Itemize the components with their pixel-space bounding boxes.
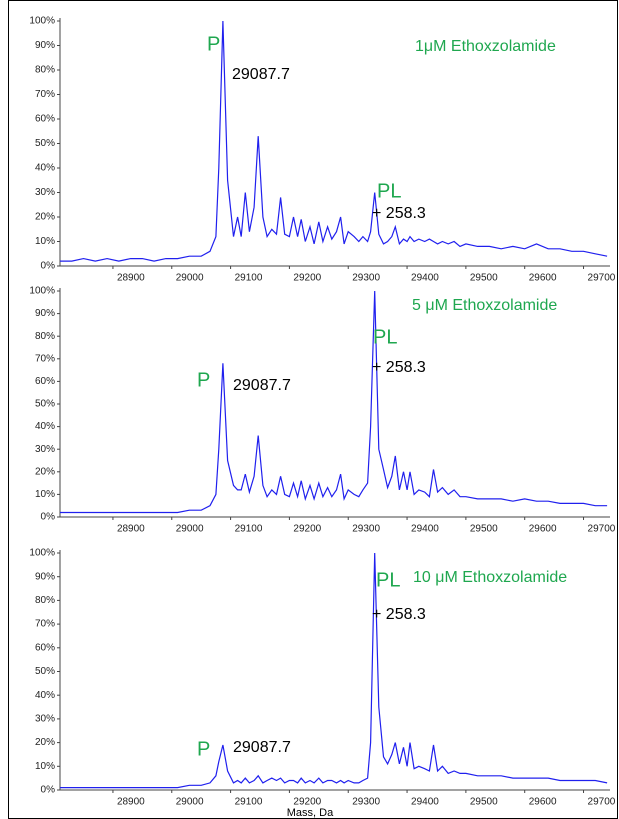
x-tick-label: 28900 — [117, 797, 145, 808]
y-tick-label: 30% — [35, 187, 55, 198]
spectrum-line — [60, 552, 608, 789]
y-tick-label: 40% — [35, 690, 55, 701]
y-tick-label: 100% — [29, 548, 55, 559]
x-tick-label: 29300 — [352, 797, 380, 808]
annotation: 5 μM Ethoxzolamide — [412, 297, 557, 314]
y-tick-label: 0% — [41, 785, 56, 796]
y-tick-label: 0% — [41, 512, 56, 523]
y-tick-label: 30% — [35, 714, 55, 725]
x-tick-label: 29700 — [588, 273, 616, 284]
y-tick-label: 30% — [35, 444, 55, 455]
y-tick-label: 10% — [35, 236, 55, 247]
y-tick-label: 70% — [35, 89, 55, 100]
y-tick-label: 50% — [35, 666, 55, 677]
annotation: + 258.3 — [372, 606, 426, 623]
x-tick-label: 29600 — [529, 273, 557, 284]
annotation: PL — [377, 180, 401, 202]
y-tick-label: 60% — [35, 114, 55, 125]
y-tick-label: 10% — [35, 761, 55, 772]
y-tick-label: 80% — [35, 331, 55, 342]
x-tick-label: 29100 — [235, 273, 263, 284]
x-axis-label: Mass, Da — [287, 807, 334, 819]
y-tick-label: 90% — [35, 308, 55, 319]
annotation: P — [197, 369, 210, 391]
x-tick-label: 28900 — [117, 524, 145, 535]
x-tick-label: 29600 — [529, 524, 557, 535]
y-tick-label: 90% — [35, 571, 55, 582]
spectrum-line — [60, 290, 608, 514]
x-tick-label: 29200 — [293, 797, 321, 808]
x-tick-label: 29500 — [470, 273, 498, 284]
x-tick-label: 29400 — [411, 273, 439, 284]
x-tick-label: 29100 — [235, 797, 263, 808]
frame — [8, 0, 618, 819]
annotation: 29087.7 — [233, 739, 291, 756]
y-tick-label: 100% — [29, 286, 55, 297]
annotation: 10 μM Ethoxzolamide — [413, 569, 567, 586]
y-tick-label: 20% — [35, 737, 55, 748]
annotation: 29087.7 — [233, 377, 291, 394]
x-tick-label: 29700 — [588, 797, 616, 808]
x-tick-label: 28900 — [117, 273, 145, 284]
x-tick-label: 29000 — [176, 273, 204, 284]
annotation: + 258.3 — [372, 205, 426, 222]
y-tick-label: 20% — [35, 466, 55, 477]
x-tick-label: 29000 — [176, 524, 204, 535]
x-tick-label: 29000 — [176, 797, 204, 808]
y-tick-label: 60% — [35, 376, 55, 387]
x-tick-label: 29600 — [529, 797, 557, 808]
x-tick-label: 29500 — [470, 524, 498, 535]
x-tick-label: 29200 — [293, 524, 321, 535]
x-tick-label: 29300 — [352, 273, 380, 284]
x-tick-label: 29200 — [293, 273, 321, 284]
x-tick-label: 29500 — [470, 797, 498, 808]
y-tick-label: 60% — [35, 642, 55, 653]
x-tick-label: 29400 — [411, 524, 439, 535]
x-tick-label: 29300 — [352, 524, 380, 535]
annotation: P — [197, 738, 210, 760]
y-tick-label: 20% — [35, 212, 55, 223]
y-tick-label: 90% — [35, 40, 55, 51]
y-tick-label: 40% — [35, 421, 55, 432]
y-tick-label: 70% — [35, 619, 55, 630]
annotation: + 258.3 — [372, 359, 426, 376]
y-tick-label: 80% — [35, 65, 55, 76]
y-tick-label: 100% — [29, 16, 55, 27]
y-tick-label: 0% — [41, 261, 56, 272]
annotation: 1μM Ethoxzolamide — [415, 38, 556, 55]
annotation: P — [207, 33, 220, 55]
annotation: 29087.7 — [232, 66, 290, 83]
y-tick-label: 50% — [35, 399, 55, 410]
y-tick-label: 70% — [35, 353, 55, 364]
annotation: PL — [376, 569, 400, 591]
x-tick-label: 29700 — [588, 524, 616, 535]
annotation: PL — [373, 326, 397, 348]
y-tick-label: 80% — [35, 595, 55, 606]
y-tick-label: 40% — [35, 163, 55, 174]
y-tick-label: 50% — [35, 138, 55, 149]
x-tick-label: 29400 — [411, 797, 439, 808]
x-tick-label: 29100 — [235, 524, 263, 535]
spectrum-line — [60, 20, 608, 262]
y-tick-label: 10% — [35, 489, 55, 500]
